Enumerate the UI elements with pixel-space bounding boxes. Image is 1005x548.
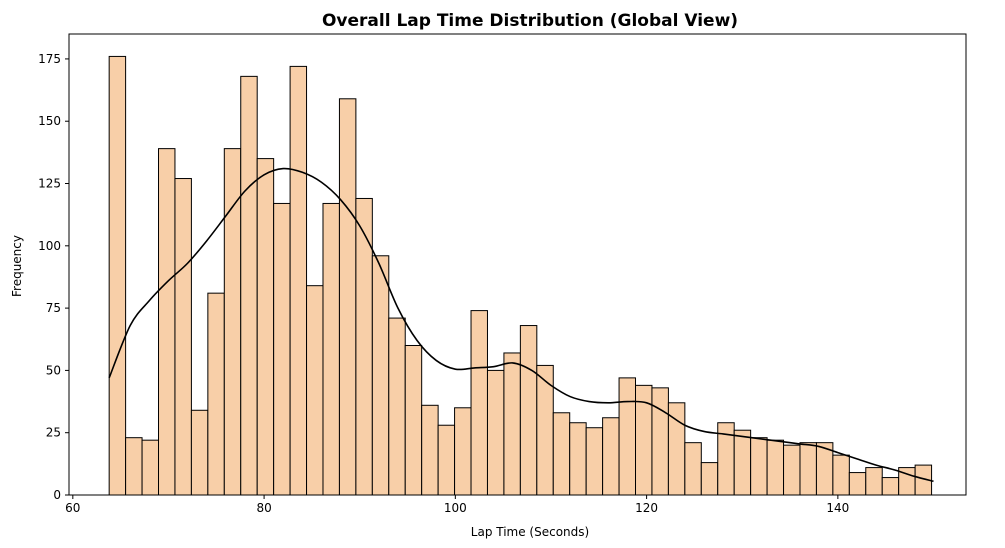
x-tick-label: 100: [444, 501, 467, 515]
histogram-bar: [766, 439, 785, 496]
histogram-bar: [684, 442, 702, 496]
plot-frame: [68, 33, 967, 496]
histogram-bar: [454, 407, 472, 496]
histogram-bar: [585, 427, 604, 496]
histogram-bar: [141, 439, 160, 496]
histogram-bar: [223, 148, 242, 496]
histogram-bar: [470, 310, 488, 496]
histogram-bar: [404, 344, 423, 496]
histogram-bar: [421, 404, 439, 496]
y-tick-label: 25: [46, 426, 61, 440]
y-tick-label: 125: [38, 177, 61, 191]
y-tick-label: 150: [38, 114, 61, 128]
x-tick-label: 80: [256, 501, 271, 515]
histogram-bar: [207, 292, 225, 496]
histogram-bar: [865, 467, 883, 496]
histogram-bar: [783, 444, 801, 496]
histogram-bar: [519, 325, 538, 496]
histogram-bar: [700, 462, 719, 496]
histogram-bar: [174, 178, 192, 496]
histogram-bar: [338, 98, 357, 496]
histogram-bar: [569, 422, 587, 496]
histogram-bar: [388, 317, 406, 496]
y-axis-ticks: 0 25 50 75 100 125 150 175: [38, 52, 69, 502]
y-tick-label: 75: [46, 301, 61, 315]
histogram-bar: [486, 369, 505, 496]
histogram-bar: [651, 387, 669, 496]
histogram-bar: [108, 55, 127, 496]
histogram-bar: [750, 437, 768, 496]
y-tick-label: 50: [46, 363, 61, 377]
histogram-bar: [273, 202, 291, 496]
kde-curve: [108, 167, 934, 483]
y-tick-label: 100: [38, 239, 61, 253]
histogram-bar: [289, 65, 308, 496]
histogram-bar: [158, 148, 176, 496]
histogram-bar: [733, 429, 752, 496]
histogram-bar: [306, 285, 324, 496]
histogram-bar: [322, 202, 340, 496]
y-tick-label: 0: [53, 488, 61, 502]
chart-title: Overall Lap Time Distribution (Global Vi…: [322, 11, 738, 31]
x-axis-ticks: 60 80 100 120 140: [65, 495, 849, 515]
x-tick-label: 120: [635, 501, 658, 515]
histogram-bar: [618, 377, 637, 496]
histogram-bar: [848, 472, 867, 496]
histogram-bar: [552, 412, 571, 496]
histogram-bar: [240, 75, 258, 496]
x-axis-label: Lap Time (Seconds): [471, 525, 589, 539]
histogram-bar: [832, 454, 850, 496]
y-axis-label: Frequency: [10, 235, 24, 297]
histogram-bar: [799, 442, 817, 496]
histogram-bar: [190, 409, 209, 496]
histogram-bar: [881, 477, 900, 496]
histogram-bar: [503, 352, 521, 496]
histogram-bar: [437, 424, 456, 496]
histogram-bar: [256, 158, 275, 496]
histogram-bar: [602, 417, 620, 496]
histogram-bar: [371, 255, 390, 496]
x-tick-label: 60: [65, 501, 80, 515]
histogram-bar: [125, 437, 143, 496]
x-tick-label: 140: [826, 501, 849, 515]
y-tick-label: 175: [38, 52, 61, 66]
